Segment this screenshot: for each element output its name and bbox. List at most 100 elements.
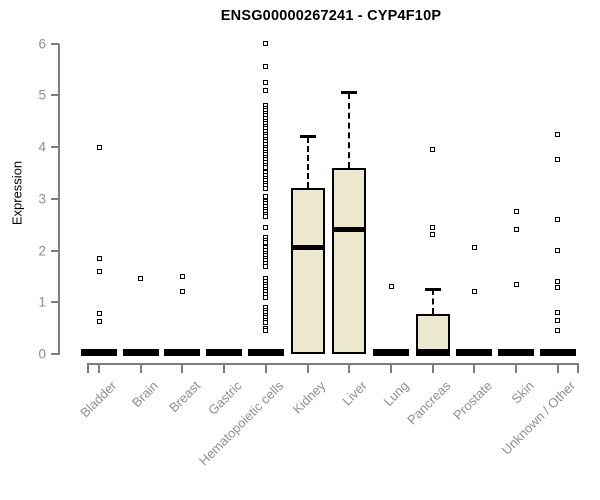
outlier-point — [263, 328, 269, 334]
outlier-point — [96, 144, 102, 150]
outlier-point — [555, 317, 561, 323]
collapsed-box-bar — [456, 348, 493, 356]
outlier-point — [263, 294, 269, 300]
box — [332, 167, 367, 354]
outlier-point — [263, 320, 269, 326]
whisker-cap — [424, 287, 441, 291]
x-tick-label: Skin — [508, 378, 537, 407]
collapsed-box-bar — [206, 348, 243, 356]
box — [290, 188, 325, 354]
outlier-point — [555, 285, 561, 291]
collapsed-box-bar — [247, 348, 284, 356]
collapsed-box-bar — [122, 348, 159, 356]
outlier-point — [263, 41, 269, 46]
outlier-point — [471, 245, 477, 251]
collapsed-box-bar — [81, 348, 117, 356]
outlier-point — [388, 284, 394, 290]
collapsed-box-bar — [498, 348, 535, 356]
outlier-point — [555, 328, 561, 334]
outlier-point — [555, 157, 561, 163]
whisker-line — [348, 92, 351, 168]
y-tick-label: 0 — [38, 346, 46, 362]
x-axis-line — [88, 363, 578, 365]
y-tick — [51, 42, 59, 45]
outlier-point — [138, 276, 144, 282]
x-axis-endcap — [87, 363, 89, 373]
chart-title: ENSG00000267241 - CYP4F10P — [220, 8, 442, 24]
median-line — [290, 245, 325, 251]
outlier-point — [471, 289, 477, 295]
x-tick — [139, 365, 142, 373]
x-tick-label: Brain — [129, 378, 162, 411]
x-tick — [556, 365, 559, 373]
x-tick-label: Lung — [380, 378, 412, 410]
outlier-point — [96, 311, 102, 317]
median-line — [332, 227, 367, 233]
outlier-point — [263, 87, 269, 93]
outlier-point — [513, 209, 519, 215]
x-tick — [223, 365, 226, 373]
outlier-point — [263, 79, 269, 85]
outlier-point — [430, 232, 436, 238]
y-tick — [51, 146, 59, 148]
y-tick-label: 5 — [38, 87, 46, 103]
x-tick — [181, 365, 184, 373]
outlier-point — [555, 131, 561, 137]
outlier-point — [263, 214, 269, 220]
x-tick — [390, 365, 393, 373]
x-tick — [306, 365, 309, 373]
whisker-line — [306, 136, 309, 189]
x-tick-label: Kidney — [289, 378, 329, 417]
x-tick-label: Gastric — [205, 378, 245, 418]
whisker-cap — [341, 91, 358, 95]
x-tick-label: Liver — [339, 378, 370, 409]
y-tick — [51, 301, 59, 304]
y-tick-label: 1 — [38, 294, 46, 310]
outlier-point — [263, 193, 269, 199]
whisker-cap — [299, 135, 316, 139]
outlier-point — [263, 165, 269, 171]
collapsed-box-bar — [164, 348, 201, 356]
y-tick-label: 3 — [38, 191, 46, 207]
x-tick — [431, 365, 434, 373]
outlier-point — [263, 185, 269, 191]
y-tick — [51, 94, 59, 97]
x-axis-endcap — [577, 363, 579, 373]
median-line — [415, 348, 450, 356]
x-tick — [98, 365, 100, 373]
x-tick-label: Pancreas — [403, 378, 454, 428]
y-tick-label: 6 — [38, 36, 46, 51]
outlier-point — [513, 227, 519, 233]
whisker-line — [431, 289, 434, 314]
collapsed-box-bar — [539, 348, 576, 356]
outlier-point — [555, 216, 561, 222]
x-tick — [348, 365, 351, 373]
outlier-point — [555, 248, 561, 253]
y-tick — [51, 249, 59, 252]
collapsed-box-bar — [373, 348, 410, 356]
y-tick-label: 2 — [38, 243, 46, 258]
y-tick — [51, 353, 59, 355]
outlier-point — [430, 147, 436, 153]
x-tick-label: Prostate — [450, 378, 496, 423]
outlier-point — [263, 64, 269, 70]
x-tick-label: Unknown / Other — [498, 378, 579, 458]
y-axis-line — [58, 43, 60, 355]
outlier-point — [555, 279, 561, 285]
outlier-point — [263, 224, 269, 230]
x-tick-label: Bladder — [77, 378, 120, 421]
outlier-point — [179, 289, 185, 295]
y-tick-label: 4 — [38, 139, 46, 155]
x-tick — [264, 365, 267, 373]
outlier-point — [555, 310, 561, 316]
outlier-point — [96, 255, 102, 261]
outlier-point — [96, 268, 102, 274]
outlier-point — [263, 240, 269, 246]
x-tick — [473, 365, 476, 373]
x-tick-label: Breast — [165, 378, 204, 416]
outlier-point — [263, 263, 269, 269]
outlier-point — [179, 273, 185, 279]
outlier-point — [96, 318, 102, 324]
